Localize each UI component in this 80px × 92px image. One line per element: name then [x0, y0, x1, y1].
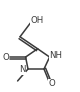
Text: NH: NH [50, 51, 62, 60]
Text: O: O [49, 79, 55, 88]
Text: OH: OH [30, 16, 43, 25]
Text: O: O [2, 53, 9, 62]
Text: N: N [19, 65, 26, 74]
